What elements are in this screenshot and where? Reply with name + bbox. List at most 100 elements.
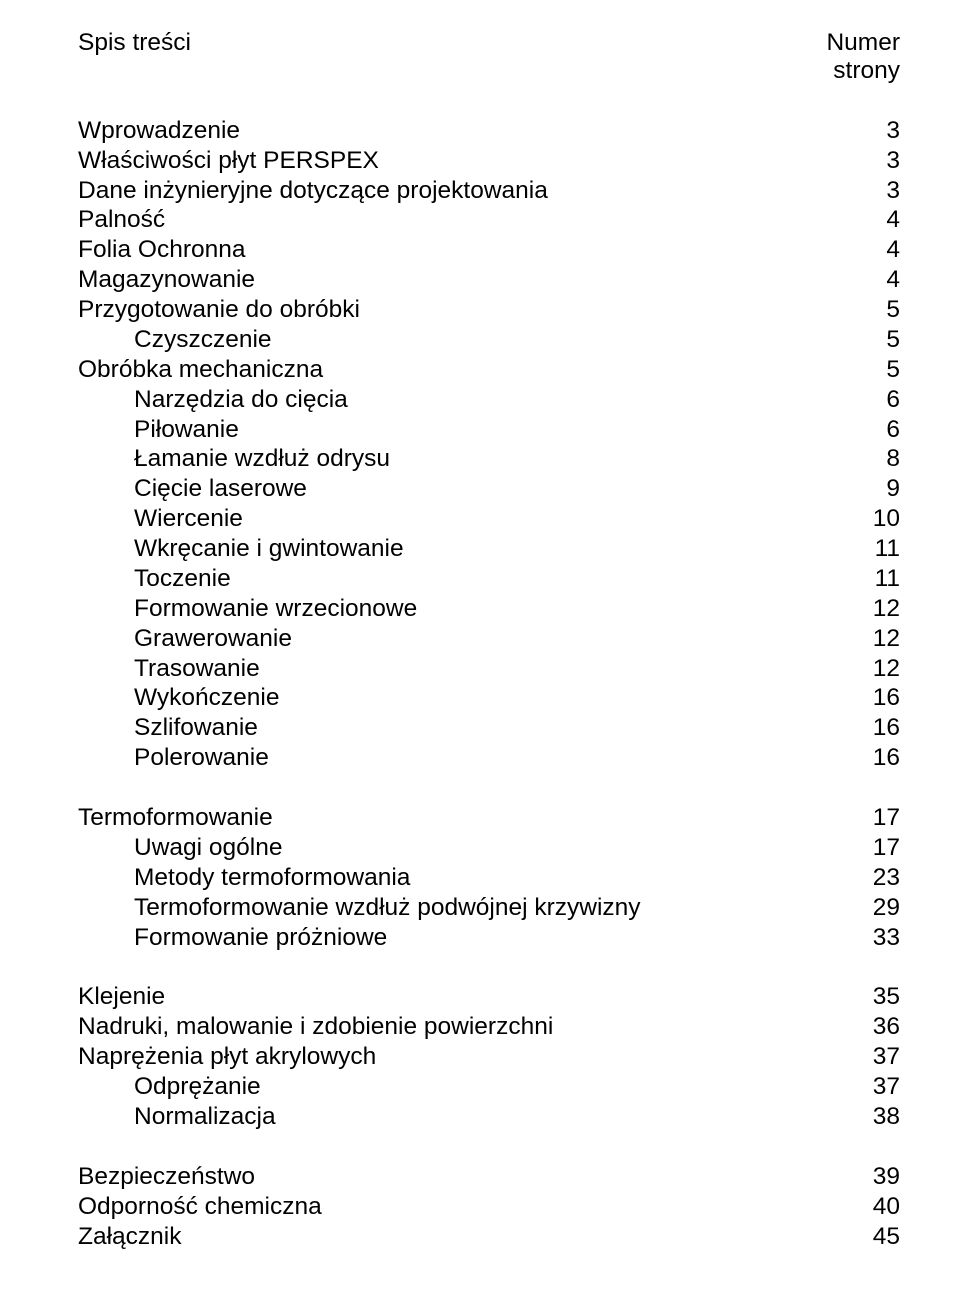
- toc-label: Wykończenie: [78, 683, 853, 713]
- toc-row: Naprężenia płyt akrylowych37: [78, 1042, 900, 1072]
- toc-page-number: 11: [855, 534, 900, 564]
- toc-page-col-sub: strony: [78, 56, 900, 86]
- toc-label: Normalizacja: [78, 1102, 853, 1132]
- toc-page-number: 36: [853, 1012, 900, 1042]
- toc-page: Spis treści Numer strony Wprowadzenie3Wł…: [0, 0, 960, 1291]
- toc-row: Dane inżynieryjne dotyczące projektowani…: [78, 176, 900, 206]
- section-gap: [78, 86, 900, 116]
- toc-label: Wiercenie: [78, 504, 853, 534]
- toc-page-number: 8: [866, 444, 900, 474]
- toc-row: Termoformowanie17: [78, 803, 900, 833]
- toc-label: Czyszczenie: [78, 325, 866, 355]
- toc-page-number: 11: [855, 564, 900, 594]
- toc-page-number: 4: [866, 235, 900, 265]
- toc-page-number: 3: [866, 176, 900, 206]
- section-gap: [78, 773, 900, 803]
- toc-label: Nadruki, malowanie i zdobienie powierzch…: [78, 1012, 853, 1042]
- toc-label: Przygotowanie do obróbki: [78, 295, 866, 325]
- toc-label: Folia Ochronna: [78, 235, 866, 265]
- toc-row: Obróbka mechaniczna5: [78, 355, 900, 385]
- toc-label: Naprężenia płyt akrylowych: [78, 1042, 853, 1072]
- toc-label: Toczenie: [78, 564, 855, 594]
- toc-row: Wprowadzenie3: [78, 116, 900, 146]
- toc-header-row: Spis treści Numer: [78, 28, 900, 58]
- toc-page-number: 5: [866, 325, 900, 355]
- toc-page-number: 40: [853, 1192, 900, 1222]
- toc-row: Toczenie11: [78, 564, 900, 594]
- toc-row: Odprężanie37: [78, 1072, 900, 1102]
- section-gap: [78, 1132, 900, 1162]
- toc-label: Wprowadzenie: [78, 116, 866, 146]
- toc-page-number: 45: [853, 1222, 900, 1252]
- toc-row: Nadruki, malowanie i zdobienie powierzch…: [78, 1012, 900, 1042]
- toc-label: Palność: [78, 205, 866, 235]
- toc-page-number: 12: [853, 594, 900, 624]
- toc-page-number: 37: [853, 1072, 900, 1102]
- toc-row: Magazynowanie4: [78, 265, 900, 295]
- toc-row: Uwagi ogólne17: [78, 833, 900, 863]
- toc-row: Bezpieczeństwo39: [78, 1162, 900, 1192]
- toc-label: Formowanie próżniowe: [78, 923, 853, 953]
- toc-label: Piłowanie: [78, 415, 866, 445]
- toc-label: Uwagi ogólne: [78, 833, 853, 863]
- toc-label: Termoformowanie: [78, 803, 853, 833]
- toc-row: Załącznik45: [78, 1222, 900, 1252]
- toc-row: Przygotowanie do obróbki5: [78, 295, 900, 325]
- toc-page-number: 16: [853, 683, 900, 713]
- toc-page-number: 23: [853, 863, 900, 893]
- toc-label: Obróbka mechaniczna: [78, 355, 866, 385]
- toc-page-number: 6: [866, 385, 900, 415]
- toc-row: Łamanie wzdłuż odrysu8: [78, 444, 900, 474]
- toc-page-number: 10: [853, 504, 900, 534]
- toc-label: Narzędzia do cięcia: [78, 385, 866, 415]
- toc-title: Spis treści: [78, 28, 806, 58]
- toc-row: Folia Ochronna4: [78, 235, 900, 265]
- toc-row: Wiercenie10: [78, 504, 900, 534]
- toc-label: Łamanie wzdłuż odrysu: [78, 444, 866, 474]
- toc-row: Właściwości płyt PERSPEX3: [78, 146, 900, 176]
- toc-page-col-header: Numer: [806, 28, 900, 58]
- toc-row: Narzędzia do cięcia6: [78, 385, 900, 415]
- toc-page-number: 17: [853, 833, 900, 863]
- toc-label: Klejenie: [78, 982, 853, 1012]
- toc-label: Odprężanie: [78, 1072, 853, 1102]
- toc-page-number: 16: [853, 713, 900, 743]
- toc-page-number: 29: [853, 893, 900, 923]
- toc-label: Termoformowanie wzdłuż podwójnej krzywiz…: [78, 893, 853, 923]
- toc-page-number: 12: [853, 624, 900, 654]
- toc-row: Piłowanie6: [78, 415, 900, 445]
- toc-row: Formowanie próżniowe33: [78, 923, 900, 953]
- toc-row: Odporność chemiczna40: [78, 1192, 900, 1222]
- toc-page-number: 38: [853, 1102, 900, 1132]
- toc-page-number: 39: [853, 1162, 900, 1192]
- toc-page-number: 6: [866, 415, 900, 445]
- toc-row: Czyszczenie5: [78, 325, 900, 355]
- toc-page-number: 17: [853, 803, 900, 833]
- toc-page-number: 16: [853, 743, 900, 773]
- toc-row: Szlifowanie16: [78, 713, 900, 743]
- toc-label: Dane inżynieryjne dotyczące projektowani…: [78, 176, 866, 206]
- toc-label: Cięcie laserowe: [78, 474, 866, 504]
- toc-row: Normalizacja38: [78, 1102, 900, 1132]
- toc-label: Bezpieczeństwo: [78, 1162, 853, 1192]
- toc-page-number: 33: [853, 923, 900, 953]
- toc-label: Magazynowanie: [78, 265, 866, 295]
- toc-page-number: 12: [853, 654, 900, 684]
- toc-label: Trasowanie: [78, 654, 853, 684]
- toc-label: Wkręcanie i gwintowanie: [78, 534, 855, 564]
- toc-label: Szlifowanie: [78, 713, 853, 743]
- toc-label: Formowanie wrzecionowe: [78, 594, 853, 624]
- toc-label: Odporność chemiczna: [78, 1192, 853, 1222]
- toc-page-number: 3: [866, 116, 900, 146]
- toc-label: Grawerowanie: [78, 624, 853, 654]
- toc-label: Metody termoformowania: [78, 863, 853, 893]
- toc-page-number: 5: [866, 355, 900, 385]
- toc-page-number: 5: [866, 295, 900, 325]
- toc-row: Grawerowanie12: [78, 624, 900, 654]
- toc-row: Klejenie35: [78, 982, 900, 1012]
- toc-page-number: 4: [866, 265, 900, 295]
- toc-page-number: 37: [853, 1042, 900, 1072]
- toc-row: Palność4: [78, 205, 900, 235]
- toc-label: Właściwości płyt PERSPEX: [78, 146, 866, 176]
- toc-row: Cięcie laserowe9: [78, 474, 900, 504]
